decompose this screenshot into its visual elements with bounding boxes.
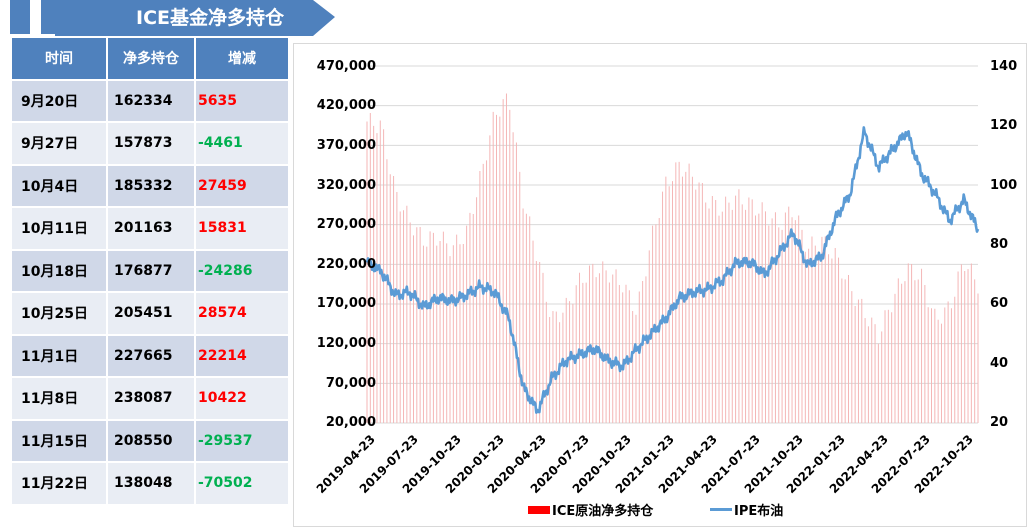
right-axis-tick: 80 xyxy=(990,237,1009,252)
cell-date: 11月1日 xyxy=(12,335,106,376)
cell-change: 15831 xyxy=(196,208,288,249)
legend-bar-swatch xyxy=(528,505,550,514)
right-axis-tick: 120 xyxy=(990,118,1018,133)
positions-table: 时间 净多持仓 增减 9月20日 162334 5635 9月27日 15787… xyxy=(12,38,288,506)
left-axis-tick: 120,000 xyxy=(316,336,376,351)
table-row: 11月8日 238087 10422 xyxy=(12,378,288,419)
table-row: 9月20日 162334 5635 xyxy=(12,80,288,121)
header-net-long: 净多持仓 xyxy=(108,38,194,79)
cell-change: 5635 xyxy=(196,80,288,121)
cell-change: -29537 xyxy=(196,420,288,461)
cell-change: -4461 xyxy=(196,123,288,164)
cell-date: 10月11日 xyxy=(12,208,106,249)
left-axis-tick: 320,000 xyxy=(316,178,376,193)
left-axis-tick: 70,000 xyxy=(325,376,376,391)
header-date: 时间 xyxy=(12,38,106,79)
left-axis-tick: 470,000 xyxy=(316,59,376,74)
cell-change: -24286 xyxy=(196,250,288,291)
table-row: 11月1日 227665 22214 xyxy=(12,335,288,376)
cell-date: 11月22日 xyxy=(12,463,106,504)
left-axis-tick: 220,000 xyxy=(316,257,376,272)
table-row: 9月27日 157873 -4461 xyxy=(12,123,288,164)
cell-net-long: 208550 xyxy=(108,420,194,461)
bar-series-net-long xyxy=(366,93,979,423)
title-banner: ICE基金净多持仓 xyxy=(10,0,335,36)
cell-date: 9月20日 xyxy=(12,80,106,121)
legend-label: IPE布油 xyxy=(734,504,784,519)
right-axis-tick: 140 xyxy=(990,59,1018,74)
banner-arrow-shape xyxy=(10,0,335,36)
line-series-ipe-brent xyxy=(365,126,980,414)
table-row: 10月18日 176877 -24286 xyxy=(12,250,288,291)
cell-change: 27459 xyxy=(196,165,288,206)
cell-net-long: 157873 xyxy=(108,123,194,164)
table-row: 11月15日 208550 -29537 xyxy=(12,420,288,461)
right-axis-tick: 20 xyxy=(990,415,1009,430)
cell-net-long: 185332 xyxy=(108,165,194,206)
banner-title: ICE基金净多持仓 xyxy=(136,7,284,29)
right-axis-tick: 100 xyxy=(990,178,1018,193)
cell-net-long: 227665 xyxy=(108,335,194,376)
legend-label: ICE原油净多持仓 xyxy=(552,504,654,519)
cell-net-long: 201163 xyxy=(108,208,194,249)
table-row: 10月25日 205451 28574 xyxy=(12,293,288,334)
cell-net-long: 162334 xyxy=(108,80,194,121)
cell-change: 28574 xyxy=(196,293,288,334)
cell-net-long: 205451 xyxy=(108,293,194,334)
table-row: 10月4日 185332 27459 xyxy=(12,165,288,206)
cell-change: 10422 xyxy=(196,378,288,419)
left-axis-tick: 20,000 xyxy=(325,415,376,430)
cell-date: 10月18日 xyxy=(12,250,106,291)
cell-date: 10月25日 xyxy=(12,293,106,334)
cell-date: 11月15日 xyxy=(12,420,106,461)
cell-date: 11月8日 xyxy=(12,378,106,419)
legend-line-swatch xyxy=(710,508,732,511)
left-axis-tick: 270,000 xyxy=(316,217,376,232)
left-axis-tick: 170,000 xyxy=(316,296,376,311)
right-axis-tick: 60 xyxy=(990,296,1009,311)
cell-net-long: 138048 xyxy=(108,463,194,504)
cell-change: 22214 xyxy=(196,335,288,376)
cell-date: 9月27日 xyxy=(12,123,106,164)
left-axis-tick: 370,000 xyxy=(316,138,376,153)
header-change: 增减 xyxy=(196,38,288,79)
table-header-row: 时间 净多持仓 增减 xyxy=(12,38,288,79)
legend-item-net-long: ICE原油净多持仓 xyxy=(528,500,653,519)
table-row: 10月11日 201163 15831 xyxy=(12,208,288,249)
legend-item-ipe-brent: IPE布油 xyxy=(710,500,783,519)
cell-net-long: 238087 xyxy=(108,378,194,419)
cell-net-long: 176877 xyxy=(108,250,194,291)
cell-change: -70502 xyxy=(196,463,288,504)
cell-date: 10月4日 xyxy=(12,165,106,206)
right-axis-tick: 40 xyxy=(990,356,1009,371)
table-row: 11月22日 138048 -70502 xyxy=(12,463,288,504)
left-axis-tick: 420,000 xyxy=(316,98,376,113)
